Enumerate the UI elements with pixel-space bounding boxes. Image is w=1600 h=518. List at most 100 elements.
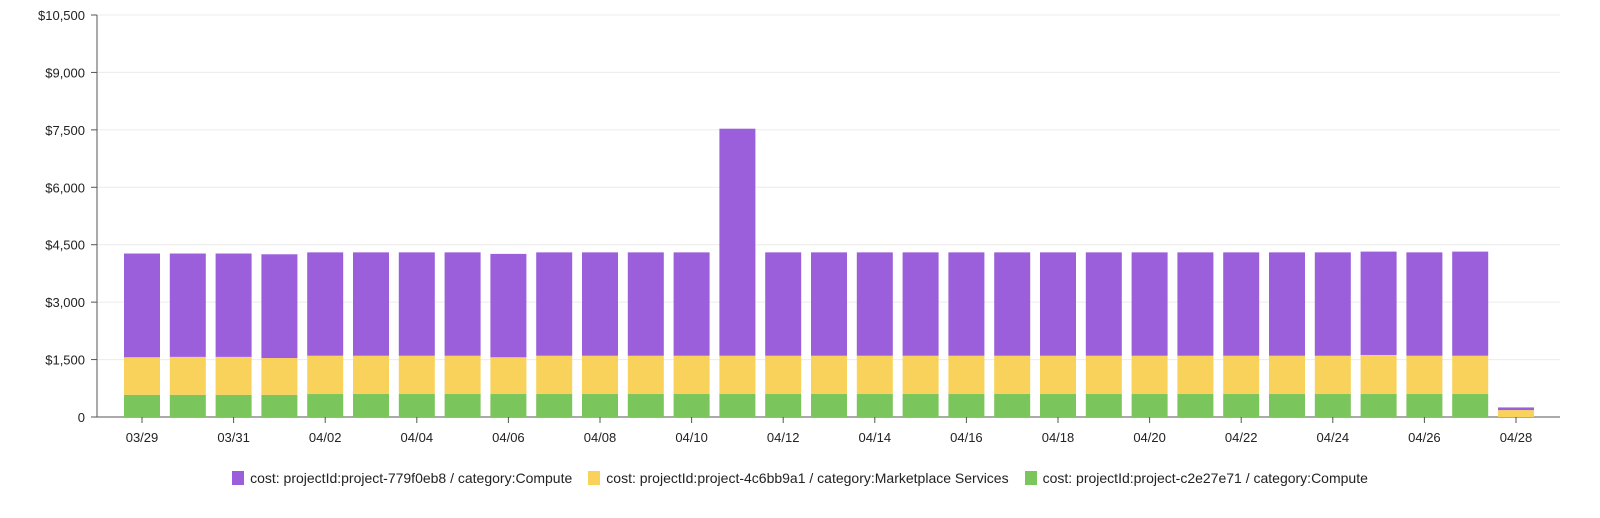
bar-segment xyxy=(627,252,664,356)
bar-segment xyxy=(1314,355,1351,395)
legend-item-project-4c6bb9a1[interactable]: cost: projectId:project-4c6bb9a1 / categ… xyxy=(588,470,1009,486)
bar-segment xyxy=(994,394,1031,417)
bar-segment xyxy=(215,394,252,417)
bar-segment xyxy=(902,252,939,356)
bar-segment xyxy=(856,394,893,417)
y-tick-label: $3,000 xyxy=(45,295,85,310)
bar-segment xyxy=(811,355,847,395)
bar-segment xyxy=(1177,355,1214,395)
legend-label: cost: projectId:project-4c6bb9a1 / categ… xyxy=(606,470,1009,486)
bar-segment xyxy=(811,252,847,356)
bar-segment xyxy=(1406,252,1443,356)
bar-segment xyxy=(1040,355,1076,395)
bar-segment xyxy=(261,254,298,359)
bar-segment xyxy=(948,252,985,356)
bar-segment xyxy=(902,355,939,395)
bar-segment xyxy=(536,252,573,356)
x-tick-label: 04/04 xyxy=(401,430,434,445)
bar-segment xyxy=(765,355,802,395)
bar-segment xyxy=(169,356,206,395)
legend-swatch xyxy=(588,471,601,485)
bar-segment xyxy=(215,253,252,357)
bar-segment xyxy=(1452,355,1489,395)
bar-segment xyxy=(490,394,527,417)
bar-segment xyxy=(490,253,527,358)
bar-segment xyxy=(1360,251,1397,355)
bar-segment xyxy=(1269,394,1305,417)
bar-segment xyxy=(1040,394,1076,417)
bar-segment xyxy=(765,252,802,356)
bar-segment xyxy=(353,355,389,395)
bar-segment xyxy=(1223,355,1260,395)
x-tick-label: 04/26 xyxy=(1408,430,1441,445)
x-tick-label: 04/02 xyxy=(309,430,342,445)
bar-segment xyxy=(398,355,435,395)
bar-segment xyxy=(1131,355,1168,395)
x-tick-label: 03/29 xyxy=(126,430,159,445)
bar-segment xyxy=(1452,251,1489,356)
bar-segment xyxy=(719,355,756,395)
bar-segment xyxy=(261,394,298,417)
bar-segment xyxy=(582,355,618,395)
bar-segment xyxy=(582,394,618,417)
y-tick-label: $9,000 xyxy=(45,65,85,80)
x-tick-label: 04/10 xyxy=(675,430,708,445)
bar-segment xyxy=(1360,394,1397,417)
bar-segment xyxy=(398,252,435,356)
x-tick-label: 04/08 xyxy=(584,430,617,445)
bar-segment xyxy=(124,253,160,358)
x-tick-label: 04/24 xyxy=(1317,430,1350,445)
bar-segment xyxy=(673,394,710,417)
bar-segment xyxy=(994,252,1031,356)
bar-segment xyxy=(1406,394,1443,417)
y-tick-label: $4,500 xyxy=(45,238,85,253)
bar-segment xyxy=(307,355,344,395)
bar-segment xyxy=(1085,394,1122,417)
x-tick-label: 04/20 xyxy=(1133,430,1166,445)
bar-segment xyxy=(673,252,710,356)
bar-segment xyxy=(811,394,847,417)
bar-segment xyxy=(1360,354,1397,395)
bar-segment xyxy=(490,357,527,395)
bar-segment xyxy=(1085,355,1122,395)
x-tick-label: 03/31 xyxy=(217,430,250,445)
bar-segment xyxy=(582,252,618,356)
bar-segment xyxy=(1131,252,1168,356)
x-tick-label: 04/28 xyxy=(1500,430,1533,445)
bar-segment xyxy=(444,252,481,356)
bar-segment xyxy=(1223,394,1260,417)
bar-segment xyxy=(765,394,802,417)
x-tick-label: 04/16 xyxy=(950,430,983,445)
bar-segment xyxy=(902,394,939,417)
bar-segment xyxy=(307,252,344,356)
bar-segment xyxy=(536,394,573,417)
y-tick-label: $6,000 xyxy=(45,180,85,195)
legend-swatch xyxy=(232,471,245,485)
bar-segment xyxy=(1498,407,1534,411)
bar-segment xyxy=(1131,394,1168,417)
x-tick-label: 04/06 xyxy=(492,430,525,445)
legend-item-project-779f0eb8[interactable]: cost: projectId:project-779f0eb8 / categ… xyxy=(232,470,572,486)
bar-segment xyxy=(261,358,298,395)
bar-segment xyxy=(353,394,389,417)
y-tick-label: $7,500 xyxy=(45,123,85,138)
bar-segment xyxy=(353,252,389,356)
bar-segment xyxy=(307,394,344,417)
y-tick-label: 0 xyxy=(78,410,85,425)
bar-segment xyxy=(169,394,206,417)
bar-segment xyxy=(1085,252,1122,356)
bar-segment xyxy=(536,355,573,395)
legend-item-project-c2e27e71[interactable]: cost: projectId:project-c2e27e71 / categ… xyxy=(1024,470,1368,486)
bar-segment xyxy=(1406,355,1443,395)
bar-segment xyxy=(1314,394,1351,417)
bar-segment xyxy=(169,253,206,357)
chart-canvas: 0 $1,500 $3,000 $4,500 $6,000 $7,500 $9,000 $10… xyxy=(38,8,1560,445)
bar-segment xyxy=(1040,252,1076,356)
bar-segment xyxy=(1223,252,1260,356)
bar-segment xyxy=(627,355,664,395)
bar-segment xyxy=(124,357,160,395)
bar-segment xyxy=(1314,252,1351,356)
chart-legend: cost: projectId:project-779f0eb8 / categ… xyxy=(0,470,1600,486)
x-tick-label: 04/14 xyxy=(859,430,892,445)
